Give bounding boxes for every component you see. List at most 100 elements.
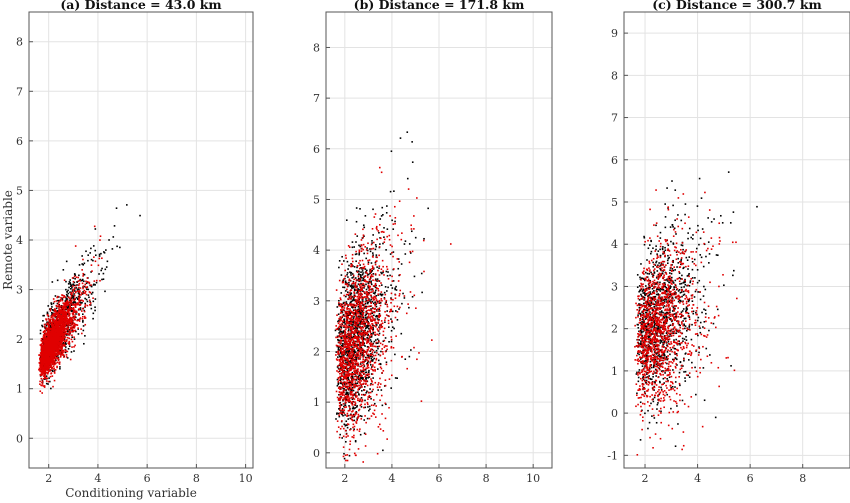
- scatter-point: [102, 272, 105, 275]
- scatter-point: [338, 379, 341, 381]
- scatter-point: [73, 293, 75, 295]
- scatter-point: [87, 288, 90, 291]
- scatter-point: [82, 286, 84, 288]
- scatter-point: [406, 177, 409, 180]
- scatter-point: [70, 326, 72, 329]
- scatter-point: [60, 335, 63, 337]
- scatter-point: [378, 326, 380, 329]
- scatter-point: [350, 320, 352, 322]
- scatter-point: [44, 344, 47, 347]
- scatter-point: [71, 277, 74, 279]
- scatter-point: [385, 314, 388, 316]
- scatter-point: [76, 281, 78, 283]
- scatter-point: [87, 294, 90, 296]
- scatter-point: [343, 406, 346, 409]
- scatter-point: [55, 362, 57, 365]
- scatter-point: [84, 292, 86, 294]
- scatter-point: [362, 284, 364, 286]
- scatter-point: [361, 339, 364, 342]
- scatter-point: [90, 247, 92, 250]
- scatter-point: [354, 357, 357, 360]
- scatter-point: [344, 351, 346, 354]
- scatter-point: [82, 321, 84, 323]
- scatter-point: [371, 312, 374, 315]
- scatter-point: [80, 292, 83, 294]
- scatter-point: [370, 298, 372, 301]
- scatter-point: [47, 331, 49, 334]
- scatter-point: [365, 293, 368, 295]
- scatter-point: [58, 320, 60, 323]
- scatter-point: [416, 358, 418, 361]
- scatter-point: [372, 324, 374, 327]
- scatter-point: [371, 353, 373, 356]
- scatter-point: [367, 325, 370, 327]
- scatter-point: [119, 246, 121, 249]
- scatter-point: [387, 322, 390, 325]
- scatter-point: [367, 376, 369, 379]
- scatter-point: [364, 345, 366, 347]
- scatter-point: [369, 384, 372, 386]
- scatter-point: [362, 349, 365, 352]
- scatter-point: [54, 352, 56, 355]
- scatter-point: [362, 378, 364, 381]
- scatter-point: [44, 369, 47, 372]
- scatter-point: [77, 303, 80, 306]
- scatter-point: [339, 318, 341, 321]
- scatter-point: [54, 325, 56, 328]
- scatter-point: [347, 329, 350, 331]
- scatter-point: [357, 358, 360, 360]
- scatter-point: [47, 329, 50, 332]
- scatter-point: [386, 310, 388, 312]
- scatter-point: [79, 304, 81, 307]
- scatter-point: [62, 296, 65, 299]
- scatter-point: [348, 448, 351, 451]
- scatter-point: [376, 386, 379, 389]
- scatter-point: [79, 279, 81, 282]
- scatter-point: [56, 305, 59, 308]
- scatter-point: [44, 360, 46, 363]
- scatter-point: [352, 328, 355, 330]
- scatter-point: [368, 298, 370, 300]
- scatter-point: [62, 310, 64, 312]
- scatter-point: [378, 231, 380, 234]
- scatter-point: [70, 308, 73, 310]
- scatter-point: [69, 316, 71, 319]
- scatter-point: [46, 334, 49, 337]
- y-tick-label: 8: [16, 36, 23, 49]
- scatter-point: [373, 402, 376, 405]
- scatter-point: [47, 366, 50, 369]
- scatter-point: [348, 334, 350, 336]
- scatter-point: [389, 310, 391, 313]
- scatter-point: [68, 331, 71, 333]
- scatter-point: [65, 313, 68, 316]
- scatter-point: [349, 417, 352, 420]
- scatter-point: [39, 370, 42, 373]
- scatter-point: [369, 250, 372, 253]
- scatter-point: [53, 372, 56, 374]
- scatter-point: [47, 360, 50, 363]
- scatter-point: [97, 264, 100, 267]
- scatter-point: [367, 323, 369, 326]
- scatter-point: [73, 322, 76, 325]
- scatter-point: [58, 362, 61, 365]
- scatter-point: [54, 310, 57, 313]
- scatter-point: [358, 252, 361, 254]
- scatter-point: [65, 340, 68, 342]
- scatter-point: [58, 345, 61, 348]
- scatter-point: [46, 342, 49, 345]
- scatter-point: [392, 251, 395, 253]
- scatter-point: [77, 327, 79, 329]
- scatter-point: [69, 332, 71, 335]
- scatter-point: [56, 338, 59, 341]
- scatter-point: [51, 316, 54, 318]
- scatter-point: [88, 299, 91, 302]
- scatter-point: [56, 349, 58, 351]
- scatter-point: [357, 370, 359, 373]
- scatter-point: [66, 357, 69, 359]
- scatter-point: [68, 304, 70, 306]
- scatter-point: [353, 349, 356, 352]
- scatter-point: [345, 368, 348, 370]
- scatter-point: [353, 266, 356, 268]
- scatter-point: [341, 315, 344, 318]
- scatter-point: [53, 370, 56, 372]
